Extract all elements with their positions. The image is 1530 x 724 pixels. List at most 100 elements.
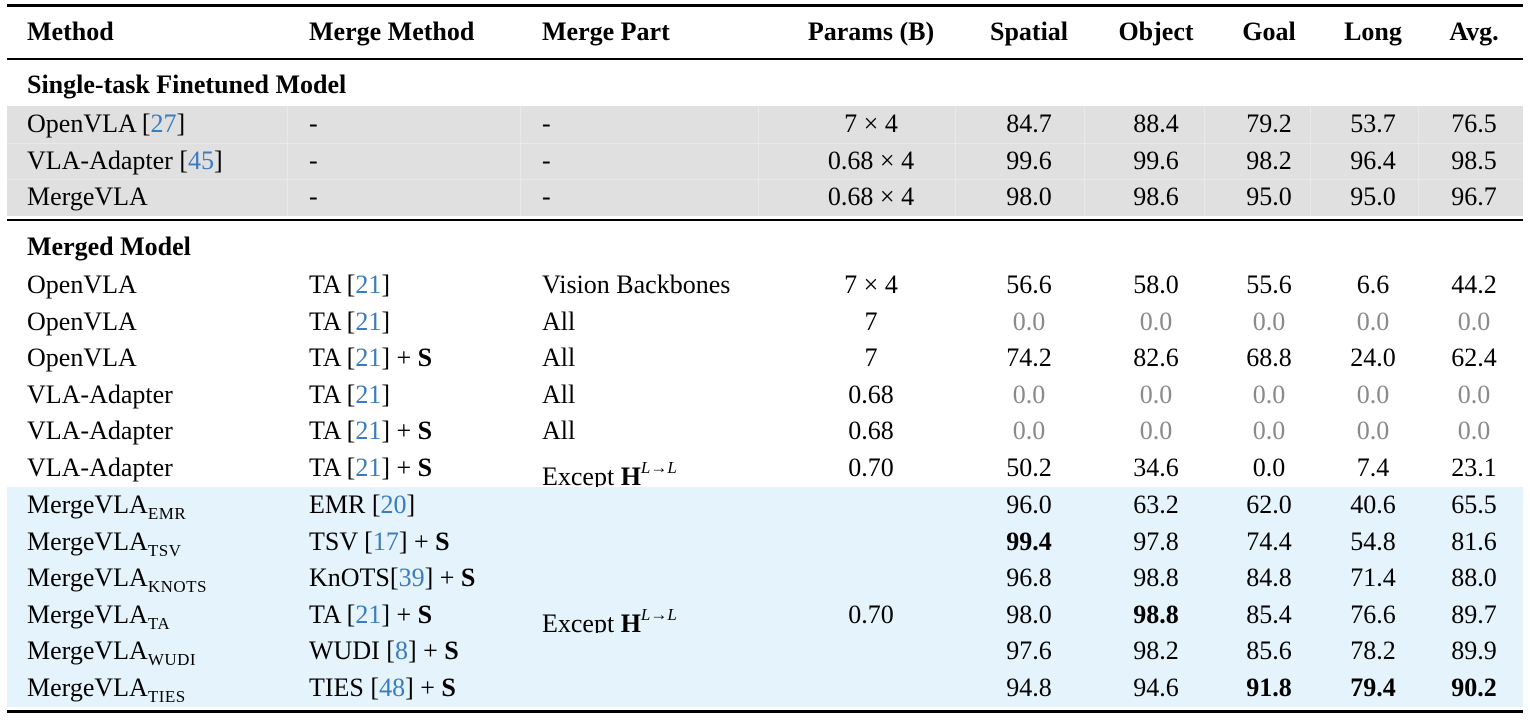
citation-link[interactable]: 21 [355, 379, 382, 409]
merge-method-cell: TIES [48] + S [309, 673, 456, 702]
header-merge-part: Merge Part [542, 17, 670, 46]
table-row: OpenVLA TA [21] + S All 7 74.2 82.6 68.8 24.0 62… [7, 340, 1523, 377]
method-name: OpenVLA [27, 109, 136, 138]
citation-link[interactable]: 48 [379, 673, 406, 702]
goal-cell: 74.4 [1246, 526, 1292, 556]
avg-cell: 88.0 [1451, 563, 1497, 593]
method-cell: MergeVLATSV [27, 524, 181, 561]
long-cell: 76.6 [1350, 599, 1396, 629]
cell-border [7, 179, 1523, 181]
cell-border [758, 179, 759, 216]
spatial-cell: 74.2 [1006, 343, 1052, 373]
citation-link[interactable]: 21 [355, 453, 382, 482]
scaling-symbol: S [417, 416, 433, 446]
spatial-cell: 96.8 [1006, 563, 1052, 593]
goal-cell: 68.8 [1246, 343, 1292, 373]
avg-cell: 89.7 [1451, 599, 1497, 629]
merge-part-cell: Except HL→L [542, 450, 677, 491]
spatial-cell: 0.0 [1012, 416, 1046, 446]
citation-link[interactable]: 45 [188, 145, 215, 175]
cell-border [1418, 142, 1419, 180]
merge-method-name: KnOTS [309, 563, 390, 593]
merge-method-cell: TA [21] + S [309, 343, 433, 373]
merge-part-cell: Vision Backbones [542, 267, 730, 304]
cell-border [287, 179, 288, 216]
merge-method-name: TA [309, 379, 341, 409]
citation-link[interactable]: 21 [355, 343, 382, 373]
cell-border [955, 106, 956, 143]
long-cell: 40.6 [1350, 490, 1396, 519]
header-long: Long [1344, 17, 1402, 46]
header-method: Method [27, 17, 114, 46]
citation-link[interactable]: 17 [372, 526, 399, 556]
method-cell: OpenVLA [27, 343, 137, 373]
method-name: MergeVLA [27, 182, 148, 212]
cell-border [520, 179, 521, 216]
avg-cell: 89.9 [1451, 636, 1497, 666]
section-title: Merged Model [27, 232, 191, 261]
avg-cell: 0.0 [1457, 306, 1491, 336]
merge-method-cell: - [309, 109, 318, 138]
citation-link[interactable]: 21 [355, 599, 382, 629]
merge-method-name: TA [309, 453, 341, 482]
params-cell: 0.70 [848, 453, 894, 482]
scaling-symbol: S [460, 563, 476, 593]
merge-part-cell: All [542, 304, 575, 341]
merge-part-cell: All [542, 340, 575, 377]
citation-link[interactable]: 39 [398, 563, 425, 593]
method-cell: MergeVLATIES [27, 670, 186, 707]
merge-part-text: All [542, 416, 576, 446]
merge-method-cell: TA [21] [309, 306, 390, 336]
goal-cell: 95.0 [1246, 182, 1292, 212]
method-variant-subscript: TA [147, 613, 171, 633]
object-cell: 0.0 [1139, 306, 1173, 336]
method-cell: VLA-Adapter [27, 379, 173, 409]
method-name: MergeVLA [27, 563, 148, 593]
cell-border [287, 106, 288, 143]
merge-method-name: TA [309, 270, 341, 299]
params-cell: 0.68 × 4 [827, 182, 915, 212]
object-cell: 0.0 [1139, 379, 1173, 409]
method-name: MergeVLA [27, 490, 148, 519]
avg-cell: 65.5 [1451, 490, 1497, 519]
cell-border [1084, 106, 1085, 143]
long-cell: 71.4 [1350, 563, 1396, 593]
citation-link[interactable]: 21 [355, 306, 382, 336]
avg-cell: 0.0 [1457, 379, 1491, 409]
avg-cell: 44.2 [1451, 270, 1497, 299]
object-cell: 98.6 [1133, 182, 1179, 212]
table-row: VLA-Adapter TA [21] All 0.68 0.0 0.0 0.0 0.0 0.0 [7, 377, 1523, 414]
object-cell: 88.4 [1133, 109, 1179, 138]
merge-part-text: Vision Backbones [542, 270, 731, 299]
spatial-cell: 0.0 [1012, 306, 1046, 336]
object-cell: 94.6 [1133, 673, 1179, 702]
params-cell: 0.68 [848, 416, 894, 446]
spatial-cell: 96.0 [1006, 490, 1052, 519]
cell-border [758, 142, 759, 180]
citation-link[interactable]: 27 [150, 109, 177, 138]
table-row: OpenVLA [27] - - 7 × 4 84.7 88.4 79.2 53.7 76.5 [7, 106, 1523, 143]
citation-link[interactable]: 20 [380, 490, 407, 519]
header-object: Object [1118, 17, 1194, 46]
merge-method-name: TSV [309, 526, 358, 556]
goal-cell: 79.2 [1246, 109, 1292, 138]
method-cell: OpenVLA [27] [27, 109, 186, 138]
method-cell: VLA-Adapter [27, 453, 173, 482]
section-single-task: Single-task Finetuned Model [7, 67, 1523, 104]
cell-border [1204, 179, 1205, 216]
method-cell: VLA-Adapter [45] [27, 145, 223, 175]
goal-cell: 55.6 [1246, 270, 1292, 299]
cell-border [287, 142, 288, 180]
header-avg: Avg. [1449, 17, 1499, 46]
table-row: MergeVLAWUDI WUDI [8] + S 97.6 98.2 85.6 78.2… [7, 633, 1523, 670]
math-superscript: L→L [640, 458, 677, 477]
method-cell: OpenVLA [27, 306, 137, 336]
citation-link[interactable]: 21 [355, 270, 382, 299]
citation-link[interactable]: 8 [394, 636, 408, 666]
citation-link[interactable]: 21 [355, 416, 382, 446]
math-symbol: H [620, 608, 641, 638]
merge-method-cell: KnOTS[39] + S [309, 563, 476, 593]
cell-border [1310, 142, 1311, 180]
method-cell: MergeVLATA [27, 597, 170, 634]
merge-part-text: All [542, 379, 576, 409]
